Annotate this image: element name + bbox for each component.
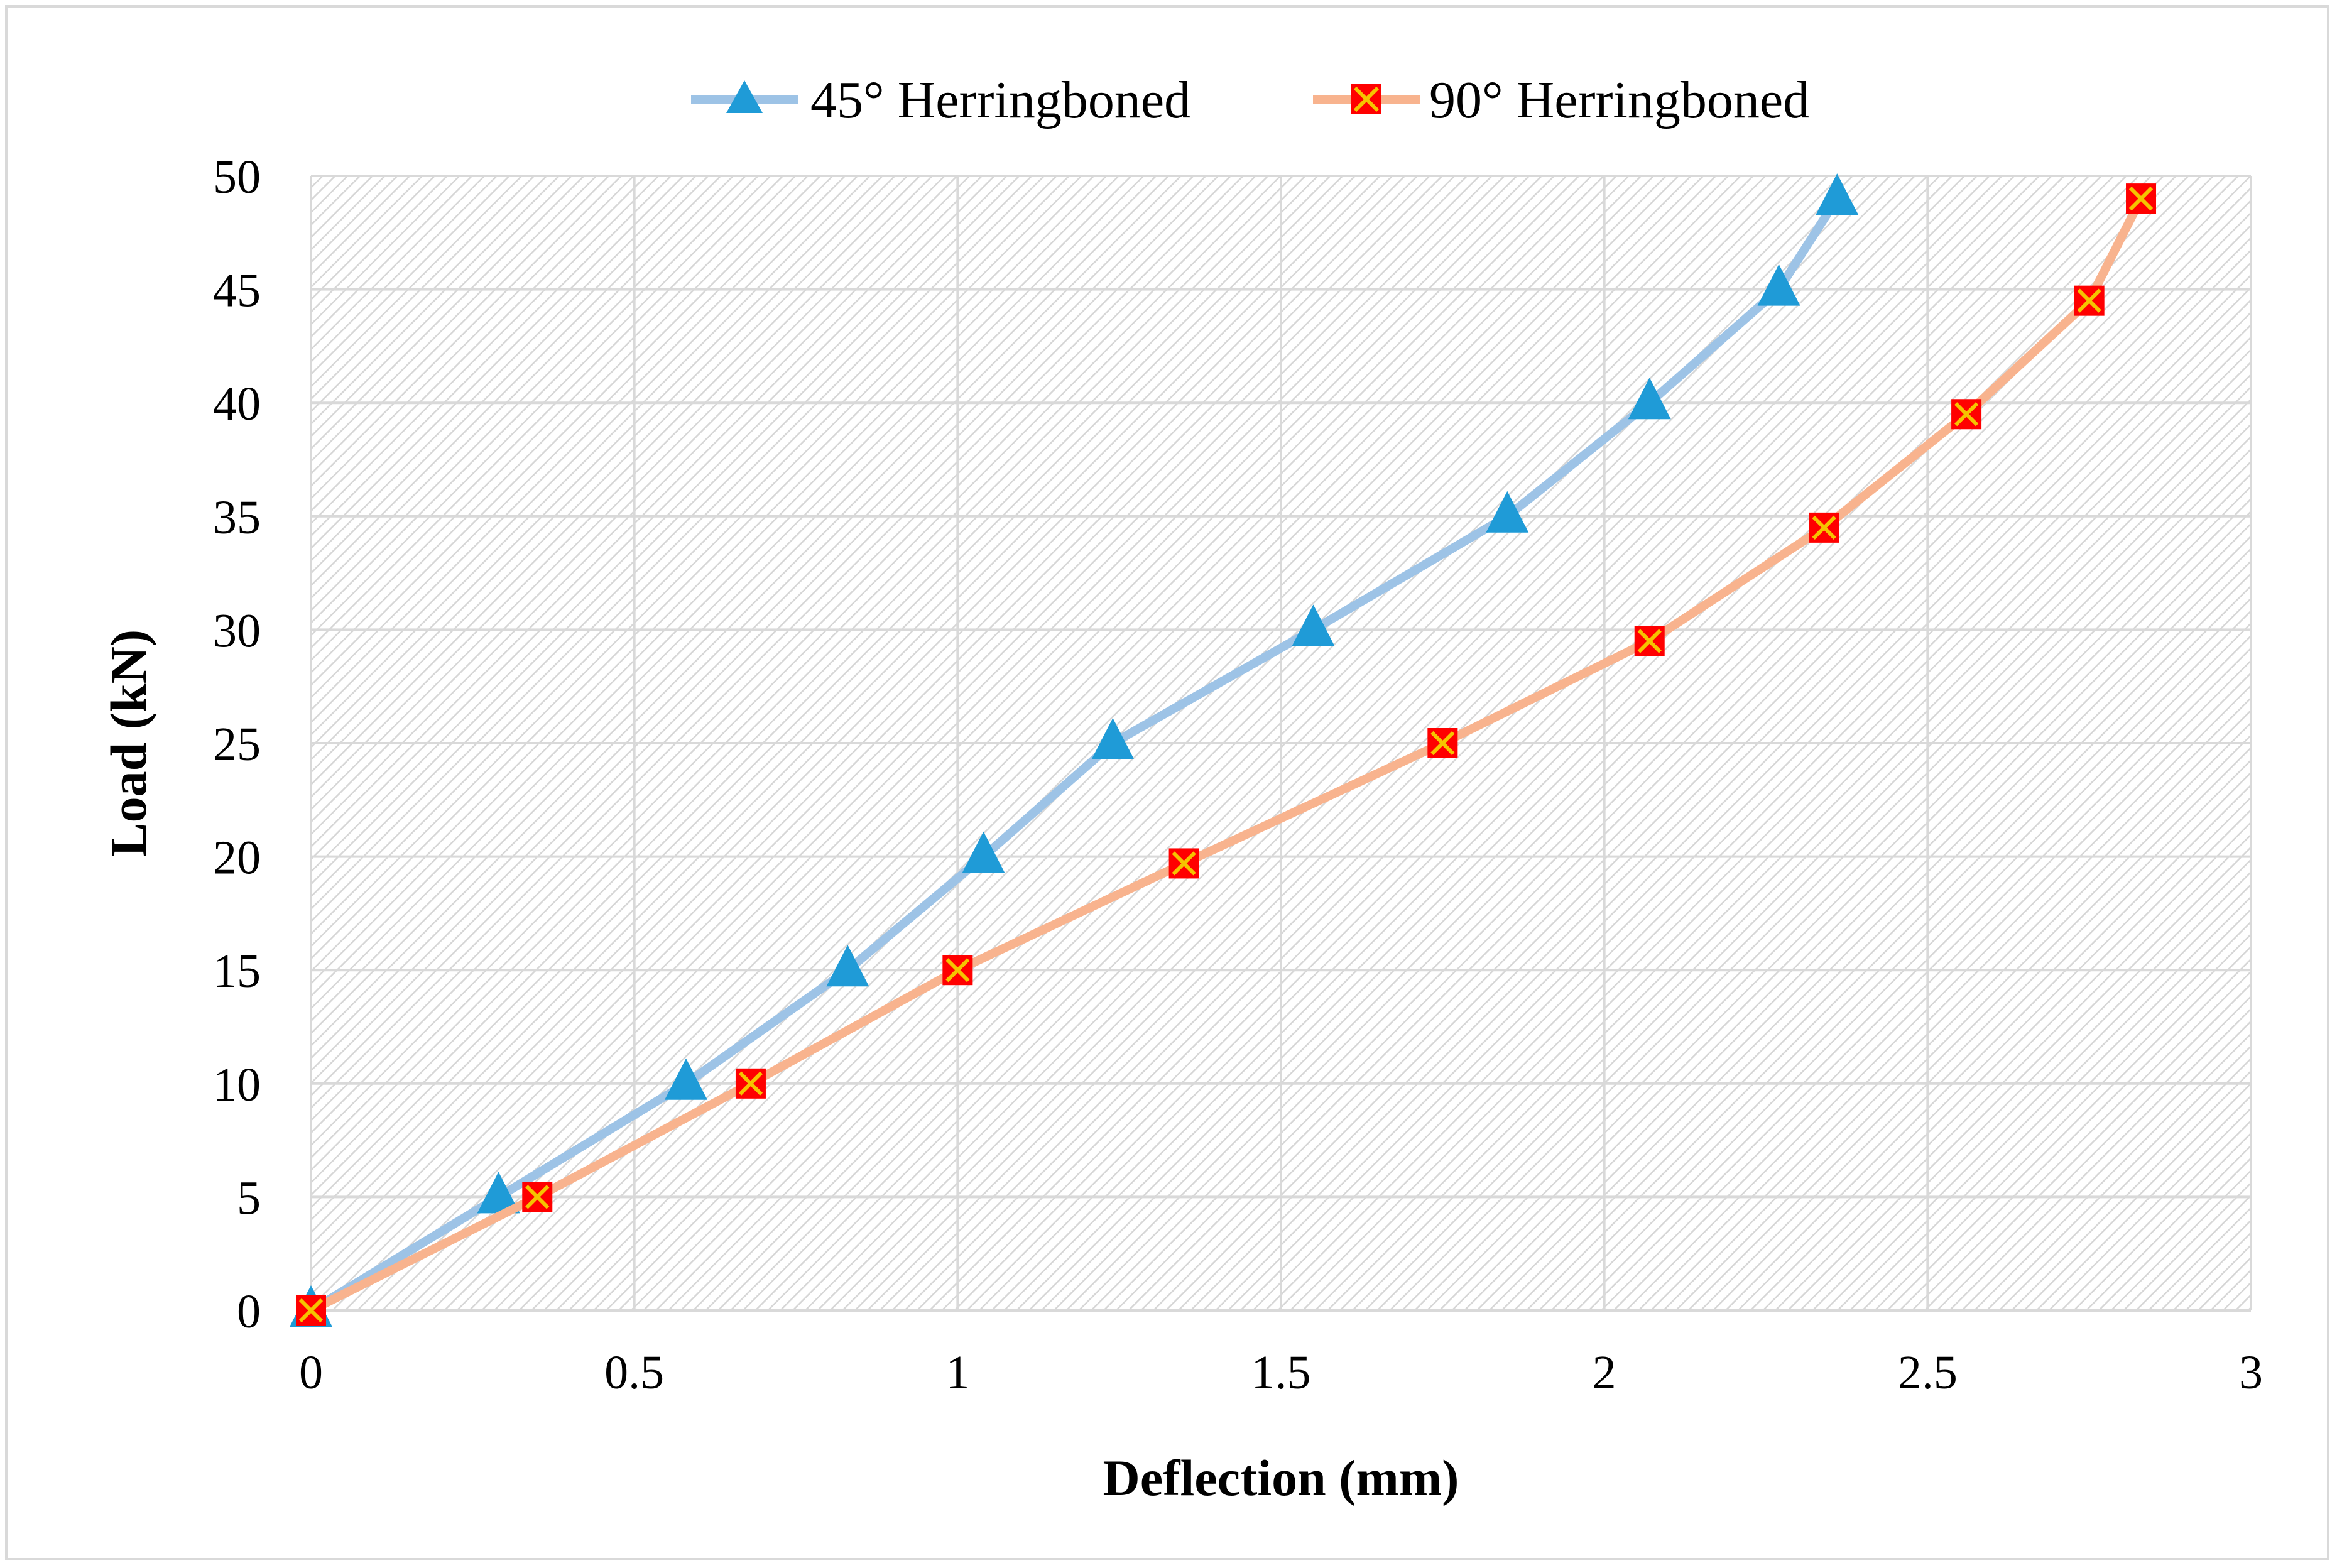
- x-tick-label: 3: [2239, 1346, 2263, 1399]
- y-tick-label: 30: [213, 604, 261, 657]
- data-point-cross: [1430, 731, 1455, 756]
- legend-label-90: 90° Herringboned: [1429, 71, 1809, 129]
- data-point: [826, 945, 869, 987]
- data-point-cross: [945, 958, 970, 983]
- data-point-cross: [2077, 288, 2101, 313]
- legend-item-45: 45° Herringboned: [691, 71, 1190, 129]
- data-point-cross: [298, 1298, 324, 1323]
- y-tick-label: 40: [213, 378, 261, 430]
- y-tick-label: 10: [213, 1059, 261, 1111]
- x-tick-label: 0: [299, 1346, 323, 1399]
- data-point: [1628, 378, 1671, 420]
- triangle-marker-icon: [726, 80, 763, 113]
- series-layer: [290, 173, 2157, 1327]
- y-tick-label: 25: [213, 718, 261, 771]
- y-tick-label: 50: [213, 151, 261, 204]
- x-tick-labels: 0 0.5 1 1.5 2 2.5 3: [299, 1346, 2263, 1399]
- series-0: [290, 173, 1859, 1327]
- data-point: [477, 1172, 520, 1214]
- data-point: [1757, 264, 1800, 306]
- data-point: [665, 1058, 708, 1100]
- data-point-cross: [738, 1071, 763, 1096]
- data-point: [1486, 491, 1529, 533]
- x-axis-title: Deflection (mm): [1103, 1449, 1459, 1506]
- data-point: [1091, 718, 1135, 760]
- x-tick-label: 1: [945, 1346, 969, 1399]
- y-tick-label: 35: [213, 491, 261, 544]
- y-tick-label: 20: [213, 832, 261, 885]
- y-tick-labels: 0 5 10 15 20 25 30 35 40 45 50: [213, 151, 261, 1338]
- x-tick-label: 2: [1593, 1346, 1616, 1399]
- y-axis-title: Load (kN): [100, 629, 157, 857]
- data-point-cross: [1637, 629, 1662, 653]
- data-point: [1816, 173, 1859, 215]
- data-point-cross: [525, 1185, 550, 1209]
- data-point: [962, 831, 1005, 873]
- data-point-cross: [1172, 851, 1196, 876]
- y-tick-label: 45: [213, 264, 261, 317]
- x-tick-label: 1.5: [1251, 1346, 1311, 1399]
- legend-label-45: 45° Herringboned: [810, 71, 1190, 129]
- square-x-cross-icon: [1353, 86, 1380, 112]
- y-tick-label: 15: [213, 945, 261, 998]
- y-tick-label: 0: [237, 1285, 261, 1338]
- legend-item-90: 90° Herringboned: [1313, 71, 1809, 129]
- x-tick-label: 2.5: [1898, 1346, 1958, 1399]
- data-point: [1292, 604, 1335, 646]
- data-point-cross: [1812, 515, 1836, 540]
- gridlines: [310, 175, 2252, 1312]
- x-tick-label: 0.5: [604, 1346, 664, 1399]
- legend: 45° Herringboned 90° Herringboned: [691, 71, 1809, 129]
- data-point-cross: [1954, 402, 1979, 427]
- series-1: [296, 183, 2157, 1326]
- y-tick-label: 5: [237, 1172, 261, 1224]
- data-point-cross: [2128, 186, 2154, 211]
